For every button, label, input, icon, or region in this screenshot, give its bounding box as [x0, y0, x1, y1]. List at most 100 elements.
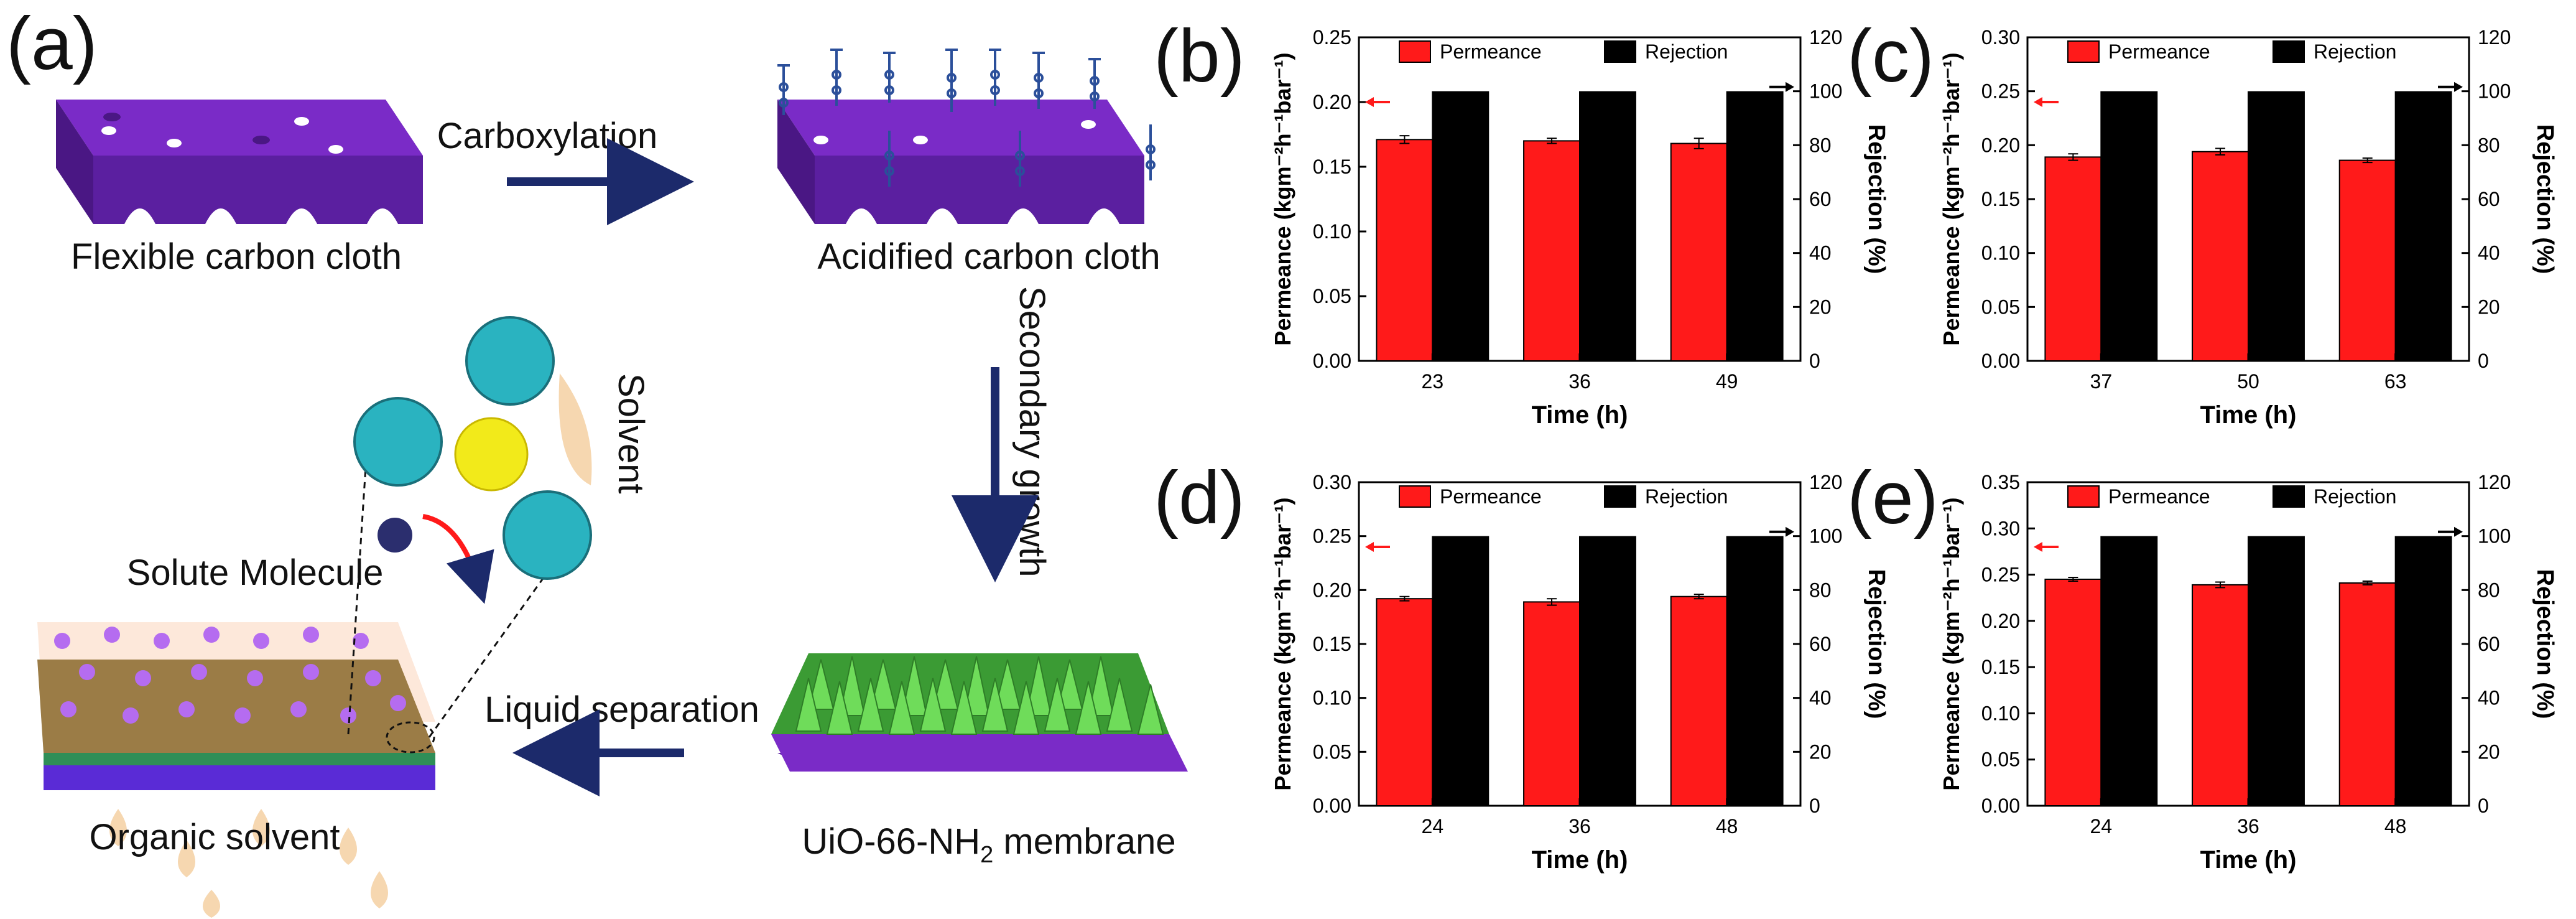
left-tick-label: 0.00: [1981, 795, 2020, 817]
label-acidified-cloth: Acidified carbon cloth: [817, 236, 1160, 277]
panel-label-b: (b): [1154, 14, 1245, 98]
x-tick-label: 48: [1716, 815, 1738, 837]
step-secondary-growth-label: Secondary growth: [1012, 286, 1052, 577]
rejection-bar: [2394, 91, 2452, 362]
chart-c: 0.00 0.05 0.10 0.15 0.20 0.25 0.30 0 20 40 60 80 100…: [1939, 26, 2558, 429]
y-axis-right-label: Rejection (%): [2532, 569, 2558, 719]
left-tick-label: 0.25: [1981, 564, 2020, 586]
right-tick-label: 0: [2478, 350, 2489, 372]
left-tick-label: 0.15: [1981, 188, 2020, 210]
left-tick-label: 0.25: [1313, 525, 1351, 548]
y-axis-left-label: Permeance (kgm⁻²h⁻¹bar⁻¹): [1270, 497, 1295, 790]
rejection-bar: [1726, 91, 1784, 362]
left-tick-label: 0.15: [1981, 656, 2020, 678]
legend-rejection-swatch: [1604, 485, 1636, 508]
x-tick-label: 50: [2237, 370, 2259, 393]
permeance-bar: [1376, 598, 1434, 806]
legend-rejection-label: Rejection: [1645, 485, 1728, 508]
legend-rejection-label: Rejection: [2314, 485, 2396, 508]
left-tick-label: 0.10: [1313, 220, 1351, 243]
left-tick-label: 0.20: [1313, 91, 1351, 113]
x-axis-label: Time (h): [2200, 846, 2297, 874]
panel-label-d: (d): [1154, 456, 1245, 539]
legend-rejection-swatch: [2273, 40, 2305, 63]
right-tick-label: 120: [2478, 471, 2511, 493]
right-tick-label: 40: [1809, 242, 1832, 264]
x-tick-label: 49: [1716, 370, 1738, 393]
left-tick-label: 0.15: [1313, 156, 1351, 178]
right-tick-label: 120: [1809, 26, 1842, 49]
right-axis-indicator-head: [1786, 526, 1794, 537]
left-tick-label: 0.05: [1981, 749, 2020, 771]
right-tick-label: 100: [2478, 80, 2511, 103]
x-tick-label: 36: [1568, 815, 1591, 837]
rejection-bar: [2248, 91, 2305, 362]
right-tick-label: 120: [1809, 471, 1842, 493]
step-liquid-separation-label: Liquid separation: [484, 689, 759, 730]
permeance-bar: [1670, 142, 1728, 362]
right-tick-label: 100: [2478, 525, 2511, 548]
left-tick-label: 0.30: [1313, 471, 1351, 493]
permeance-bar: [1523, 140, 1581, 362]
panel-label-e: (e): [1847, 456, 1939, 539]
x-axis-label: Time (h): [1532, 401, 1628, 429]
right-tick-label: 120: [2478, 26, 2511, 49]
left-axis-indicator-head: [2034, 97, 2042, 107]
right-tick-label: 0: [1809, 350, 1820, 372]
right-tick-label: 80: [2478, 579, 2500, 601]
rejection-bar: [2100, 536, 2158, 807]
left-axis-indicator-head: [2034, 542, 2042, 552]
rejection-bar: [2248, 536, 2305, 807]
left-tick-label: 0.15: [1313, 633, 1351, 655]
right-tick-label: 80: [1809, 134, 1832, 156]
panel-label-a: (a): [6, 2, 98, 85]
x-tick-label: 36: [2237, 815, 2259, 837]
x-tick-label: 37: [2090, 370, 2113, 393]
mof-inset-icon: [347, 316, 592, 738]
left-axis-indicator-head: [1365, 97, 1374, 107]
permeance-bar: [2192, 584, 2249, 807]
left-tick-label: 0.05: [1981, 296, 2020, 318]
legend-permeance-label: Permeance: [2108, 40, 2210, 63]
permeance-bar: [1376, 139, 1434, 362]
left-tick-label: 0.35: [1981, 471, 2020, 493]
right-tick-label: 100: [1809, 525, 1842, 548]
y-axis-left-label: Permeance (kgm⁻²h⁻¹bar⁻¹): [1270, 52, 1295, 345]
left-tick-label: 0.10: [1981, 242, 2020, 264]
rejection-bar: [1432, 91, 1490, 362]
rejection-bar: [1432, 536, 1490, 807]
right-tick-label: 20: [2478, 740, 2500, 763]
left-tick-label: 0.00: [1313, 795, 1351, 817]
label-solvent: Solvent: [611, 373, 651, 493]
x-tick-label: 23: [1422, 370, 1444, 393]
rejection-bar: [2394, 536, 2452, 807]
left-tick-label: 0.00: [1981, 350, 2020, 372]
panel-label-c: (c): [1847, 14, 1934, 98]
label-organic-solvent: Organic solvent: [90, 817, 340, 857]
label-flexible-cloth: Flexible carbon cloth: [71, 236, 402, 277]
legend-rejection-swatch: [1604, 40, 1636, 63]
left-tick-label: 0.20: [1313, 579, 1351, 601]
legend-permeance-swatch: [2067, 485, 2100, 508]
label-solute: Solute Molecule: [127, 553, 384, 593]
uio66-membrane-icon: [771, 653, 1188, 772]
chart-d: 0.00 0.05 0.10 0.15 0.20 0.25 0.30 0 20 40 60 80 100…: [1270, 471, 1889, 874]
chart-e: 0.00 0.05 0.10 0.15 0.20 0.25 0.30 0.35 0 20 40 60 8…: [1939, 471, 2558, 874]
right-tick-label: 60: [1809, 633, 1832, 655]
acidified-carbon-cloth-icon: [777, 49, 1156, 224]
left-tick-label: 0.30: [1981, 517, 2020, 539]
right-tick-label: 80: [2478, 134, 2500, 156]
legend-permeance-swatch: [1399, 485, 1431, 508]
permeance-bar: [2044, 156, 2102, 362]
x-axis-label: Time (h): [1532, 846, 1628, 874]
right-axis-indicator-head: [2454, 82, 2463, 92]
x-axis-label: Time (h): [2200, 401, 2297, 429]
right-axis-indicator-head: [2454, 526, 2463, 537]
right-tick-label: 40: [1809, 687, 1832, 709]
left-tick-label: 0.05: [1313, 740, 1351, 763]
x-tick-label: 36: [1568, 370, 1591, 393]
y-axis-left-label: Permeance (kgm⁻²h⁻¹bar⁻¹): [1939, 52, 1964, 345]
right-tick-label: 40: [2478, 242, 2500, 264]
left-tick-label: 0.30: [1981, 26, 2020, 49]
